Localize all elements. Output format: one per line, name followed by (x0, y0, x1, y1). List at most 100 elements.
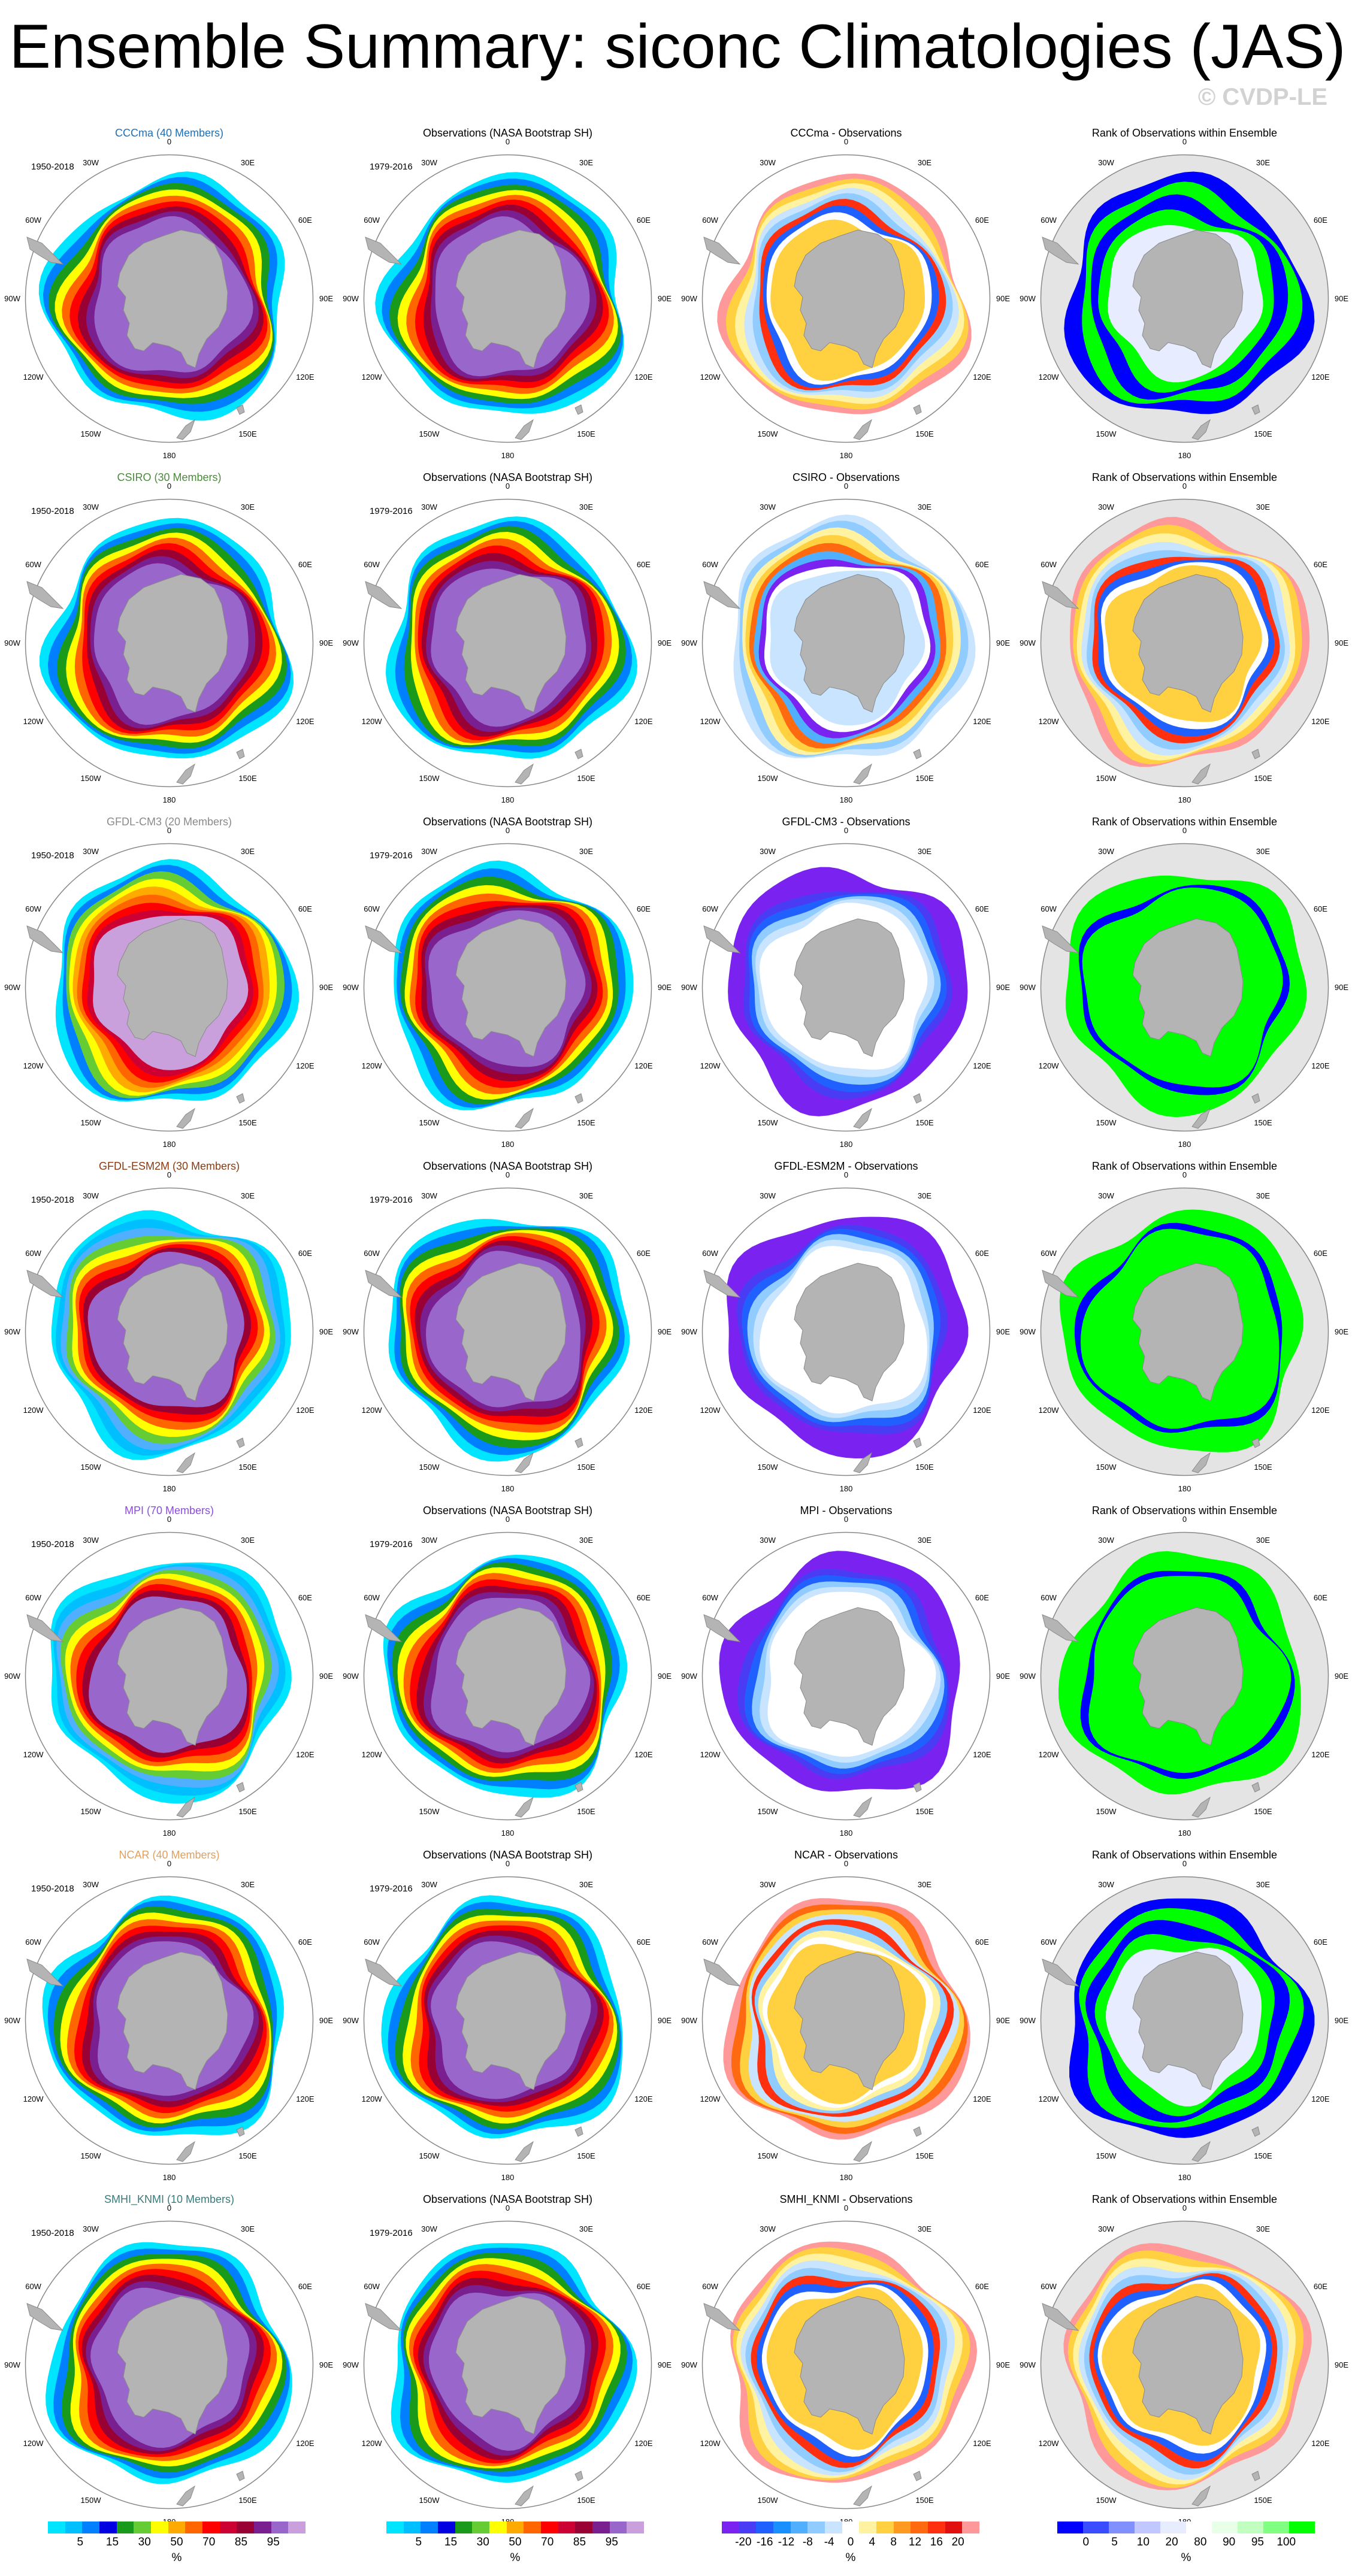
map-panel: GFDL-ESM2M (30 Members) 1950-2018 0 30E 60E 9… (0, 1153, 338, 1497)
longitude-label: 60W (364, 1593, 380, 1602)
longitude-label: 90E (1334, 2015, 1349, 2025)
new-zealand-landmass (176, 763, 195, 785)
rank-map (1040, 2220, 1329, 2510)
longitude-label: 0 (167, 137, 172, 146)
colorbar-ticks: -20 -16 -12 -8 -4 0 4 8 12 16 20 (722, 2536, 979, 2551)
longitude-label: 180 (162, 450, 176, 460)
colorbar-swatch (627, 2521, 645, 2533)
colorbar-swatch (739, 2521, 757, 2533)
longitude-label: 150W (419, 1807, 440, 1817)
south-america-landmass (703, 1614, 741, 1642)
polar-map (1039, 1531, 1330, 1824)
new-zealand-landmass (176, 1796, 195, 1818)
colorbar-swatch (1289, 2521, 1315, 2533)
longitude-label: 90E (319, 1327, 334, 1336)
polar-map (701, 842, 991, 1136)
longitude-label: 120E (973, 2094, 991, 2103)
south-america-landmass (26, 581, 64, 609)
new-zealand-landmass (853, 1107, 872, 1129)
polar-map (24, 2220, 314, 2513)
longitude-label: 120E (634, 2438, 653, 2448)
longitude-label: 60W (25, 1248, 41, 1258)
longitude-label: 120E (296, 2094, 314, 2103)
longitude-label: 0 (505, 1514, 510, 1524)
antarctica-landmass (1132, 229, 1244, 368)
colorbar-swatch (134, 2521, 152, 2533)
longitude-label: 0 (505, 481, 510, 491)
polar-map (24, 1531, 314, 1824)
model-climatology-map (25, 843, 314, 1132)
longitude-label: 60E (298, 215, 312, 225)
longitude-label: 120W (361, 2438, 382, 2448)
colorbar-swatch (116, 2521, 134, 2533)
polar-map (362, 2220, 653, 2513)
longitude-label: 90E (657, 982, 672, 992)
colorbar-tick-label: 12 (908, 2536, 922, 2548)
longitude-label: 90E (319, 2015, 334, 2025)
longitude-label: 30W (421, 1191, 437, 1200)
longitude-label: 180 (839, 1139, 853, 1149)
longitude-label: 30E (579, 158, 594, 167)
panel-title: CSIRO (30 Members) (117, 471, 222, 483)
longitude-label: 150W (80, 1463, 101, 1472)
observation-climatology-map (363, 1876, 652, 2165)
longitude-label: 180 (1178, 795, 1191, 804)
colorbar-tick-label: 15 (444, 2536, 458, 2548)
longitude-label: 0 (1182, 481, 1187, 491)
south-america-landmass (26, 925, 64, 953)
longitude-label: 150W (757, 2496, 778, 2505)
rank-map (1040, 154, 1329, 443)
longitude-label: 90E (319, 638, 334, 647)
longitude-label: 90E (657, 2360, 672, 2369)
longitude-label: 90W (4, 2360, 20, 2369)
polar-map (1039, 1186, 1330, 1480)
polar-map (24, 153, 314, 447)
longitude-label: 60E (1313, 559, 1327, 569)
antarctica-landmass (455, 229, 567, 368)
colorbar-swatch (876, 2521, 894, 2533)
difference-map (701, 1531, 991, 1821)
panel-title: CSIRO - Observations (792, 471, 900, 483)
longitude-label: 0 (843, 2203, 849, 2212)
period-label: 1979-2016 (370, 1195, 413, 1205)
colorbar-tick-label: 10 (1136, 2536, 1150, 2548)
longitude-label: 60E (1313, 215, 1327, 225)
longitude-label: 180 (501, 1484, 515, 1493)
colorbar-climatology: 5 15 30 50 70 85 95% (48, 2521, 306, 2569)
new-zealand-landmass (176, 419, 195, 440)
colorbar-swatch (151, 2521, 168, 2533)
rank-map (1040, 843, 1329, 1132)
difference-map (701, 843, 991, 1132)
map-panel: CCCma (40 Members) 1950-2018 0 30E 60E 90E 120… (0, 120, 338, 464)
colorbar-swatch (945, 2521, 963, 2533)
longitude-label: 0 (167, 825, 172, 835)
new-zealand-landmass (853, 1452, 872, 1473)
longitude-label: 150E (238, 774, 257, 783)
colorbar-swatch (1263, 2521, 1289, 2533)
longitude-label: 150E (915, 1118, 934, 1128)
south-america-landmass (1042, 1959, 1079, 1987)
colorbar-swatch (168, 2521, 186, 2533)
new-zealand-landmass (1191, 1107, 1211, 1129)
longitude-label: 0 (167, 1170, 172, 1179)
longitude-label: 30W (421, 502, 437, 511)
colorbar-swatch (65, 2521, 83, 2533)
longitude-label: 60W (364, 559, 380, 569)
longitude-label: 120E (634, 1749, 653, 1759)
colorbar-swatch (575, 2521, 593, 2533)
polar-map (24, 1875, 314, 2169)
longitude-label: 90W (343, 638, 359, 647)
colorbar-swatch (288, 2521, 306, 2533)
longitude-label: 120W (1038, 1749, 1059, 1759)
longitude-label: 150W (80, 2151, 101, 2161)
longitude-label: 150W (80, 1118, 101, 1128)
colorbar-ticks: 5 15 30 50 70 85 95 (48, 2536, 306, 2551)
colorbar-swatch (237, 2521, 255, 2533)
model-climatology-map (25, 1187, 314, 1476)
south-america-landmass (703, 1959, 741, 1987)
colorbar-tick-label: 70 (202, 2536, 216, 2548)
map-panel: Observations (NASA Bootstrap SH) 1979-201… (338, 120, 677, 464)
longitude-label: 120W (23, 716, 44, 726)
model-climatology-map (25, 1876, 314, 2165)
longitude-label: 0 (843, 1170, 849, 1179)
